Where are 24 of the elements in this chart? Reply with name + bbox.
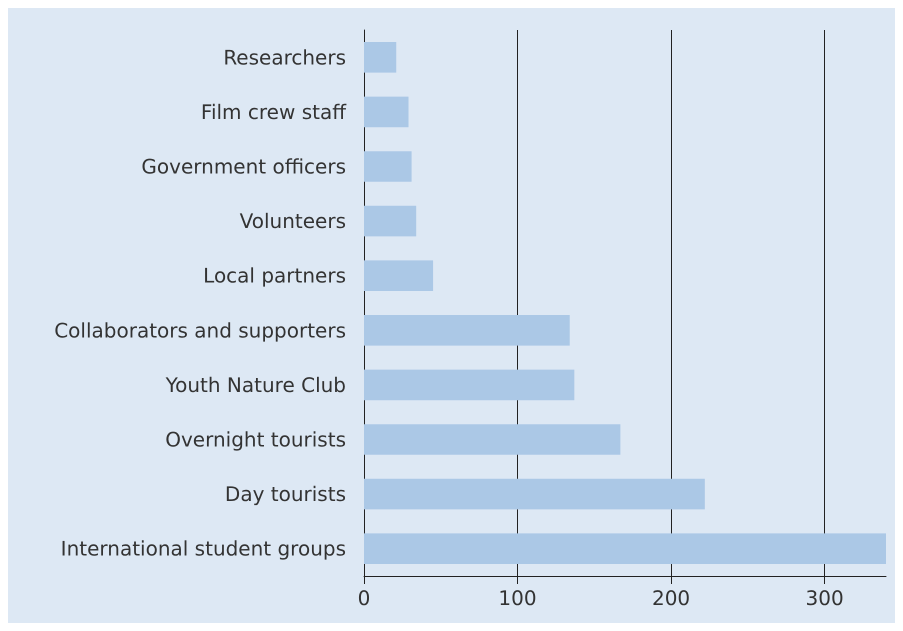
bar — [364, 260, 434, 291]
bar — [364, 533, 886, 564]
y-tick-label: Youth Nature Club — [164, 372, 346, 397]
y-tick-label: Volunteers — [240, 209, 346, 234]
bar — [364, 206, 416, 236]
y-tick-label: Researchers — [223, 45, 346, 70]
y-tick-label: Collaborators and supporters — [54, 318, 346, 342]
y-tick-label: Local partners — [203, 264, 346, 288]
y-tick-label: Day tourists — [224, 482, 346, 506]
bar — [364, 151, 412, 182]
y-tick-label: International student groups — [60, 536, 346, 561]
y-tick-label: Overnight tourists — [165, 428, 346, 452]
x-tick-label: 300 — [805, 586, 844, 610]
bar — [364, 315, 570, 346]
bar — [364, 370, 574, 400]
y-tick-label: Government officers — [141, 154, 346, 178]
bar — [364, 42, 396, 73]
x-tick-label: 200 — [652, 586, 690, 610]
bar — [364, 478, 705, 510]
bar — [364, 424, 620, 455]
x-tick-label: 0 — [358, 586, 370, 610]
y-tick-label: Film crew staff — [200, 100, 348, 124]
x-tick-label: 100 — [498, 586, 537, 610]
bar — [364, 96, 409, 128]
